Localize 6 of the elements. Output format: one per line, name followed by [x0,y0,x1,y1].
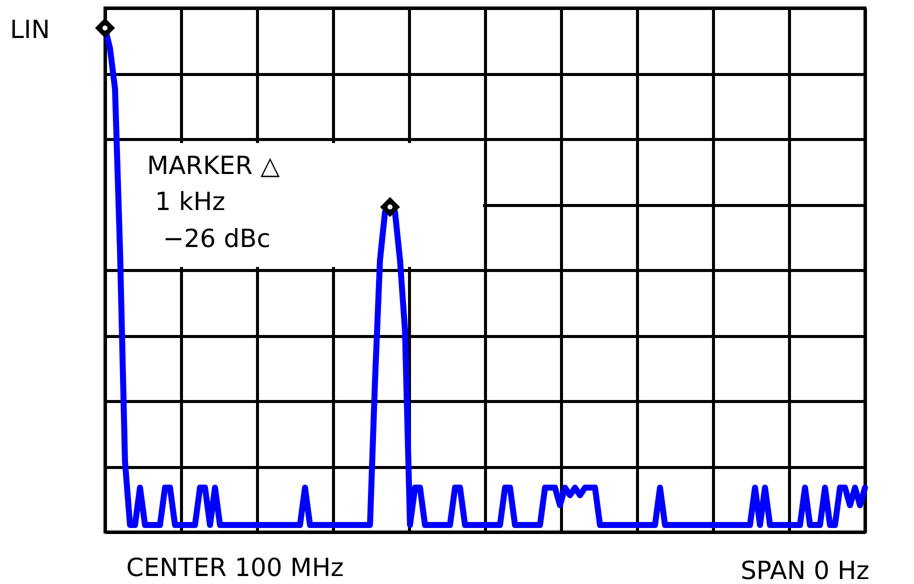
annotation: MARKER △ [147,150,281,182]
annotation: −26 dBc [163,222,272,254]
text: SPAN 0 Hz [740,556,870,584]
text: LIN [10,15,50,44]
text: CENTER 100 MHz [126,553,344,582]
annotation: 1 kHz [155,186,226,218]
